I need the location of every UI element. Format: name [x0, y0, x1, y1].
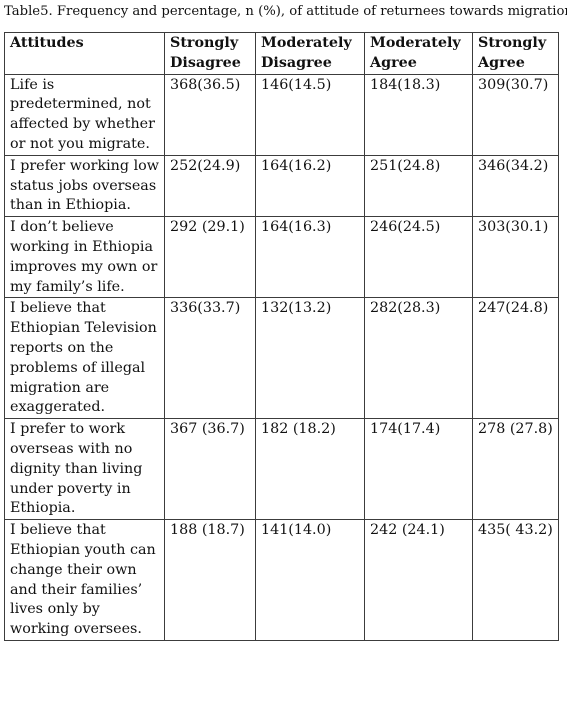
table-row: I believe that Ethiopian Television repo… — [4, 297, 559, 420]
table-row: I prefer to work overseas with no dignit… — [4, 418, 559, 521]
header-attitudes-line1: Attitudes — [10, 35, 84, 51]
strongly-disagree-cell: 368(36.5) — [164, 73, 256, 156]
attitude-cell: I believe that Ethiopian youth can chang… — [4, 519, 165, 641]
header-row: Attitudes Strongly Disagree Moderately D… — [4, 32, 559, 75]
strongly-disagree-cell: 336(33.7) — [164, 297, 256, 420]
moderately-agree-cell: 246(24.5) — [364, 216, 473, 299]
header-moderately-disagree: Moderately Disagree — [255, 32, 365, 75]
moderately-disagree-cell: 146(14.5) — [255, 73, 365, 156]
header-strongly-agree-line2: Agree — [478, 54, 525, 71]
table-row: Life is predetermined, not affected by w… — [4, 73, 559, 156]
header-strongly-disagree-line1: Strongly — [170, 35, 239, 51]
header-attitudes: Attitudes — [4, 32, 165, 75]
moderately-agree-cell: 184(18.3) — [364, 73, 473, 156]
table-row: I believe that Ethiopian youth can chang… — [4, 519, 559, 641]
table-body: Life is predetermined, not affected by w… — [4, 73, 559, 641]
moderately-agree-cell: 174(17.4) — [364, 418, 473, 521]
moderately-agree-cell: 242 (24.1) — [364, 519, 473, 641]
attitude-cell: I don’t believe working in Ethiopia impr… — [4, 216, 165, 299]
strongly-agree-cell: 346(34.2) — [472, 154, 559, 218]
header-strongly-agree-line1: Strongly — [478, 35, 547, 51]
attitude-cell: I believe that Ethiopian Television repo… — [4, 297, 165, 420]
table-caption: Table5. Frequency and percentage, n (%),… — [4, 4, 567, 19]
header-strongly-agree: Strongly Agree — [472, 32, 559, 75]
table-row: I don’t believe working in Ethiopia impr… — [4, 216, 559, 299]
attitude-cell: I prefer working low status jobs oversea… — [4, 154, 165, 218]
moderately-disagree-cell: 164(16.3) — [255, 216, 365, 299]
header-moderately-agree-line2: Agree — [370, 54, 417, 71]
moderately-disagree-cell: 182 (18.2) — [255, 418, 365, 521]
header-moderately-agree-line1: Moderately — [370, 35, 461, 51]
strongly-disagree-cell: 188 (18.7) — [164, 519, 256, 641]
header-moderately-disagree-line1: Moderately — [261, 35, 352, 51]
moderately-disagree-cell: 164(16.2) — [255, 154, 365, 218]
header-strongly-disagree-line2: Disagree — [170, 54, 241, 71]
table-header: Attitudes Strongly Disagree Moderately D… — [4, 32, 559, 75]
strongly-agree-cell: 247(24.8) — [472, 297, 559, 420]
strongly-agree-cell: 278 (27.8) — [472, 418, 559, 521]
moderately-agree-cell: 251(24.8) — [364, 154, 473, 218]
strongly-disagree-cell: 367 (36.7) — [164, 418, 256, 521]
header-strongly-disagree: Strongly Disagree — [164, 32, 256, 75]
strongly-disagree-cell: 252(24.9) — [164, 154, 256, 218]
moderately-disagree-cell: 132(13.2) — [255, 297, 365, 420]
table-row: I prefer working low status jobs oversea… — [4, 154, 559, 218]
strongly-agree-cell: 309(30.7) — [472, 73, 559, 156]
attitude-cell: Life is predetermined, not affected by w… — [4, 73, 165, 156]
moderately-disagree-cell: 141(14.0) — [255, 519, 365, 641]
strongly-agree-cell: 303(30.1) — [472, 216, 559, 299]
header-moderately-agree: Moderately Agree — [364, 32, 473, 75]
strongly-agree-cell: 435( 43.2) — [472, 519, 559, 641]
moderately-agree-cell: 282(28.3) — [364, 297, 473, 420]
header-moderately-disagree-line2: Disagree — [261, 54, 332, 71]
strongly-disagree-cell: 292 (29.1) — [164, 216, 256, 299]
attitude-cell: I prefer to work overseas with no dignit… — [4, 418, 165, 521]
attitude-table: Attitudes Strongly Disagree Moderately D… — [4, 32, 559, 641]
